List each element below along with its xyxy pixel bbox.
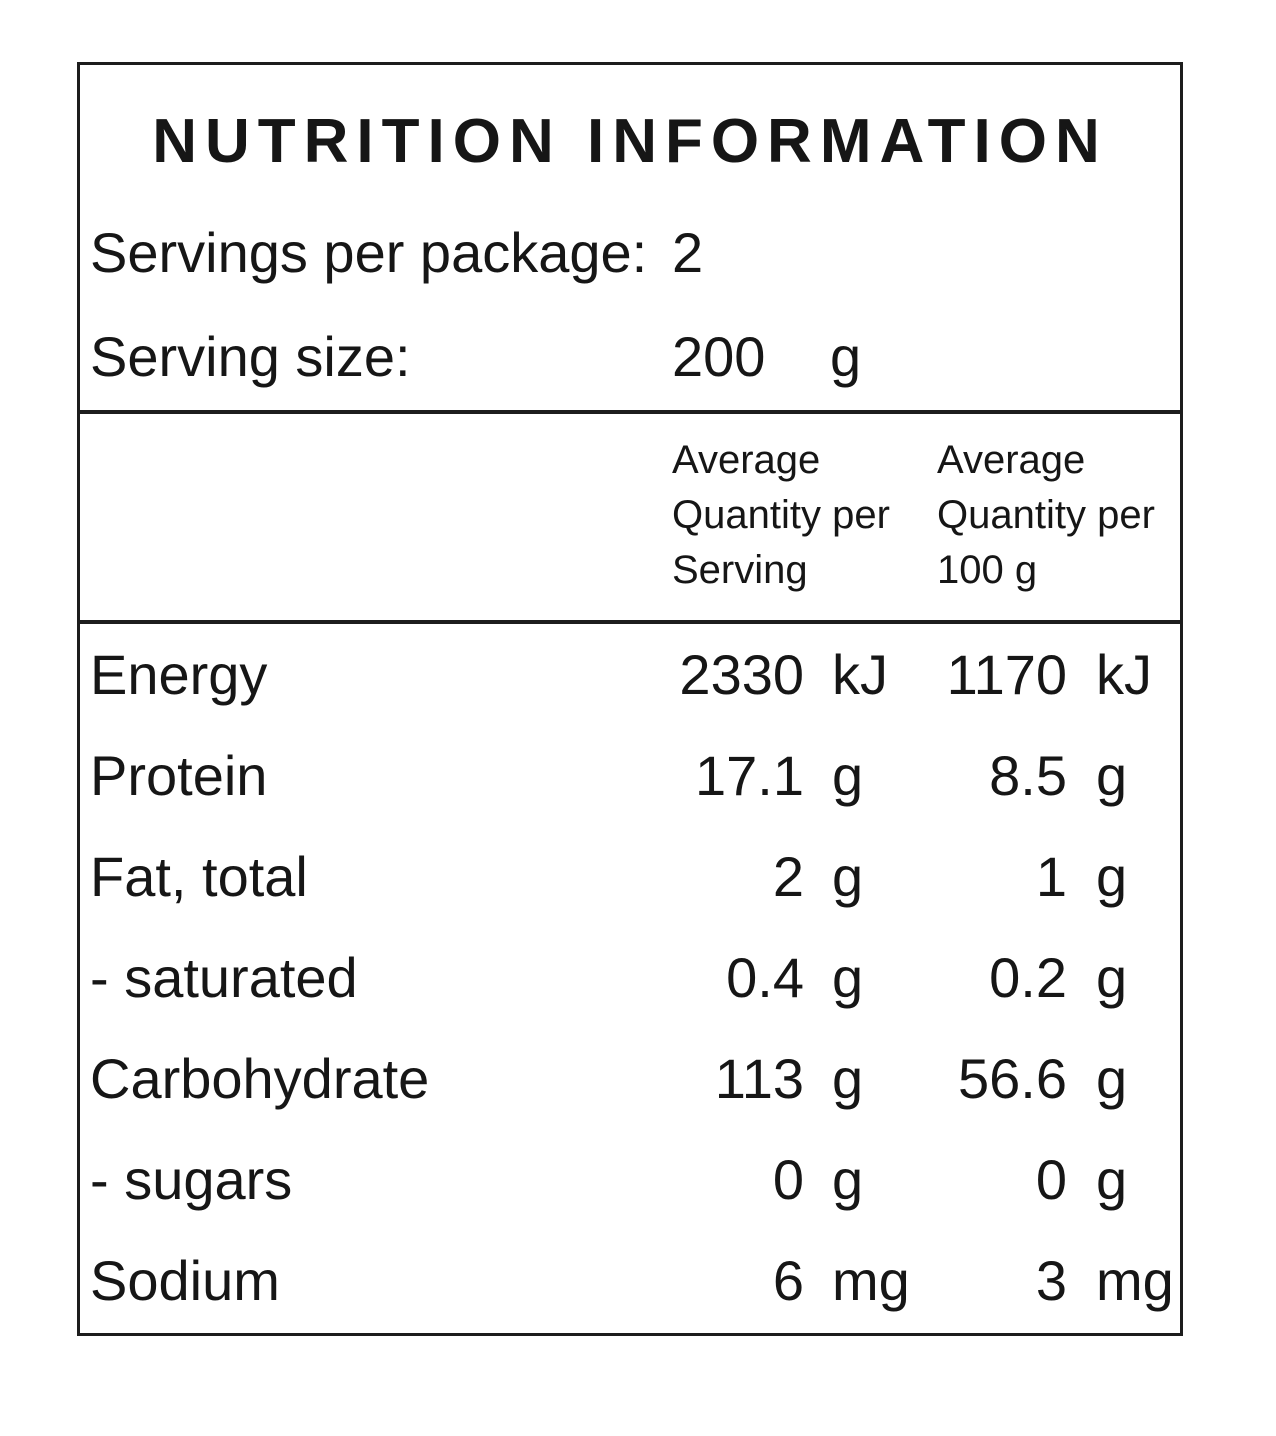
table-row-sodium: Sodium 6 mg 3 mg xyxy=(80,1230,1180,1331)
serving-size-unit: g xyxy=(830,325,862,388)
per-serving-value: 0.4 xyxy=(726,945,804,1009)
per-serving-unit: g xyxy=(832,1046,864,1110)
per-serving-unit: g xyxy=(832,844,864,908)
per-100g-value: 8.5 xyxy=(989,743,1067,807)
per-serving-unit: g xyxy=(832,743,864,807)
table-row-protein: Protein 17.1 g 8.5 g xyxy=(80,725,1180,826)
servings-per-package-label: Servings per package: xyxy=(90,221,648,284)
per-100g-value: 1170 xyxy=(946,642,1067,706)
per-100g-unit: g xyxy=(1096,844,1128,908)
per-100g-unit: mg xyxy=(1096,1248,1174,1312)
header-spacer xyxy=(80,433,672,620)
per-serving-value: 2 xyxy=(772,844,804,908)
nutrition-information-panel: NUTRITION INFORMATION Servings per packa… xyxy=(77,62,1183,1336)
per-100g-value: 1 xyxy=(1035,844,1067,908)
per-100g-unit: g xyxy=(1096,945,1128,1009)
column-header-per-serving: Average Quantity per Serving xyxy=(672,438,890,592)
nutrient-label: Fat, total xyxy=(90,844,308,908)
column-headers-section: Average Quantity per Serving Average Qua… xyxy=(80,414,1180,624)
package-info-section: NUTRITION INFORMATION Servings per packa… xyxy=(80,65,1180,414)
per-serving-value: 113 xyxy=(714,1046,804,1110)
nutrient-label: Sodium xyxy=(90,1248,280,1312)
table-row-carbohydrate: Carbohydrate 113 g 56.6 g xyxy=(80,1028,1180,1129)
per-100g-unit: g xyxy=(1096,1046,1128,1110)
servings-per-package-row: Servings per package: 2 xyxy=(80,225,1180,281)
per-100g-value: 0 xyxy=(1035,1147,1067,1211)
table-row-energy: Energy 2330 kJ 1170 kJ xyxy=(80,624,1180,725)
nutrient-label: Carbohydrate xyxy=(90,1046,430,1110)
serving-size-value: 200 xyxy=(672,325,766,388)
nutrient-rows-section: Energy 2330 kJ 1170 kJ Protein 17.1 g 8.… xyxy=(80,624,1180,1331)
per-serving-value: 0 xyxy=(772,1147,804,1211)
serving-size-label: Serving size: xyxy=(90,325,411,388)
nutrient-label: - saturated xyxy=(90,945,358,1009)
per-100g-unit: g xyxy=(1096,743,1128,807)
nutrient-label: - sugars xyxy=(90,1147,293,1211)
per-serving-unit: kJ xyxy=(832,642,888,706)
per-100g-unit: kJ xyxy=(1096,642,1152,706)
per-serving-value: 17.1 xyxy=(695,743,804,807)
table-row-saturated: - saturated 0.4 g 0.2 g xyxy=(80,927,1180,1028)
per-100g-value: 56.6 xyxy=(958,1046,1067,1110)
column-header-per-100g: Average Quantity per 100 g xyxy=(937,438,1155,592)
per-serving-unit: g xyxy=(832,1147,864,1211)
table-row-fat-total: Fat, total 2 g 1 g xyxy=(80,826,1180,927)
per-100g-value: 0.2 xyxy=(989,945,1067,1009)
table-row-sugars: - sugars 0 g 0 g xyxy=(80,1129,1180,1230)
per-serving-value: 2330 xyxy=(679,642,804,706)
per-100g-unit: g xyxy=(1096,1147,1128,1211)
per-serving-unit: g xyxy=(832,945,864,1009)
per-100g-value: 3 xyxy=(1035,1248,1067,1312)
panel-title: NUTRITION INFORMATION xyxy=(152,107,1108,176)
serving-size-row: Serving size: 200 g xyxy=(80,329,1180,385)
per-serving-value: 6 xyxy=(772,1248,804,1312)
nutrient-label: Energy xyxy=(90,642,268,706)
per-serving-unit: mg xyxy=(832,1248,910,1312)
servings-per-package-value: 2 xyxy=(672,221,704,284)
nutrient-label: Protein xyxy=(90,743,268,807)
